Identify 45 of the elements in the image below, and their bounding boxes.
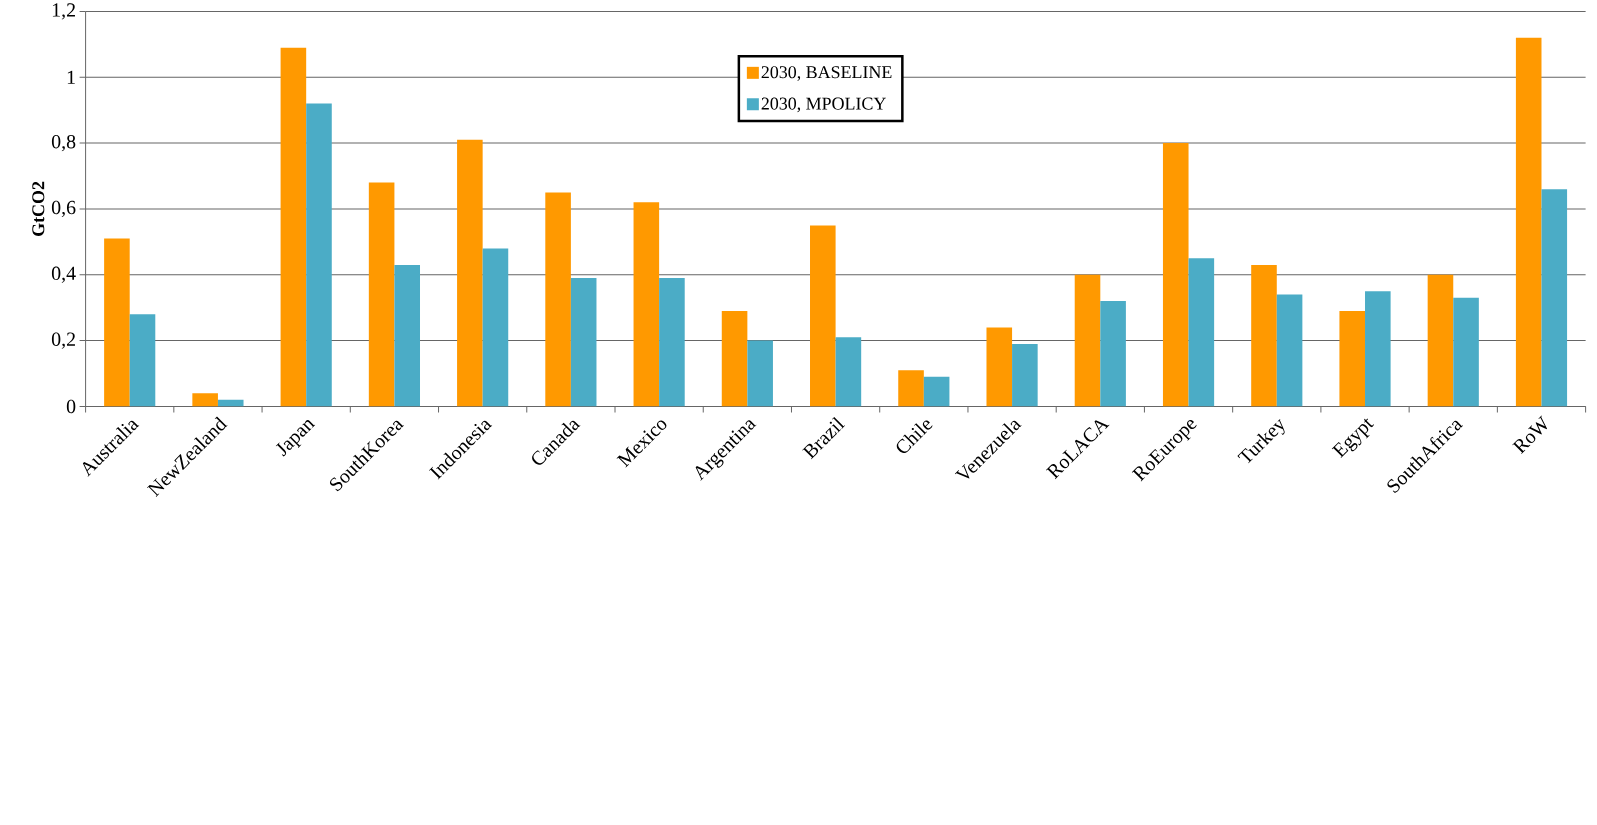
y-tick-label: 0,2 — [51, 332, 75, 350]
legend-label: 2030, BASELINE — [761, 66, 892, 82]
bar — [1188, 258, 1215, 407]
bar — [721, 311, 748, 407]
bar — [1427, 275, 1454, 407]
bar — [810, 225, 836, 407]
bar — [835, 337, 862, 407]
bar — [368, 182, 395, 407]
y-tick-label: 1,2 — [52, 3, 75, 20]
bar — [659, 278, 685, 407]
bar — [280, 47, 307, 407]
bar — [545, 192, 571, 407]
x-tick-label: Chile — [896, 420, 933, 454]
bar — [1012, 344, 1038, 407]
bar — [217, 400, 244, 407]
bar — [1453, 298, 1479, 407]
y-tick-label: 0,8 — [51, 135, 76, 152]
bar — [747, 340, 773, 407]
bar — [482, 248, 509, 407]
y-tick-label: 0 — [66, 399, 76, 414]
bar — [1276, 294, 1303, 407]
bar — [570, 278, 597, 407]
bar — [1541, 189, 1568, 407]
bar — [1365, 291, 1391, 407]
bar — [104, 238, 130, 407]
legend-label: 2030, MPOLICY — [761, 97, 886, 113]
bar — [633, 202, 660, 407]
bar — [1515, 38, 1542, 407]
bar — [923, 377, 950, 407]
bar — [1162, 143, 1189, 407]
bar — [1074, 275, 1101, 407]
bar — [1100, 301, 1126, 407]
bar — [129, 314, 156, 407]
y-tick-label: 1 — [67, 70, 75, 85]
bar — [898, 370, 924, 407]
bar — [1339, 311, 1366, 407]
y-tick-label: 0,4 — [51, 266, 76, 284]
bar — [986, 327, 1013, 407]
bar — [306, 103, 332, 407]
bar — [394, 265, 421, 407]
bar — [1251, 265, 1277, 407]
bar — [192, 393, 218, 407]
y-axis-title: GtCO2 — [32, 182, 45, 237]
y-tick-label: 0,6 — [51, 201, 76, 218]
bar — [457, 140, 483, 407]
